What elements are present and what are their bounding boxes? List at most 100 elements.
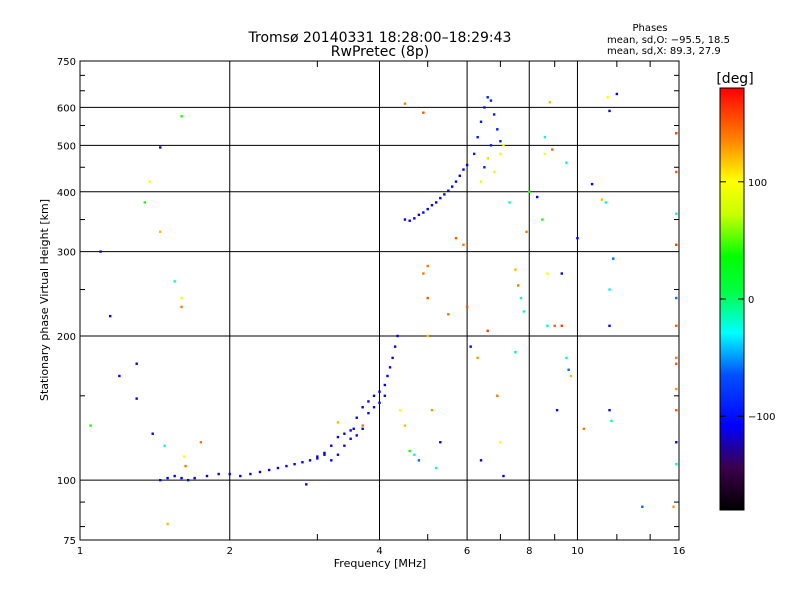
stats-header: Phases <box>632 23 667 34</box>
scatter-point <box>476 356 479 360</box>
y-tick-label: 200 <box>57 332 76 343</box>
scatter-point <box>543 152 547 156</box>
y-tick-label: 750 <box>57 57 76 68</box>
trace-point <box>330 444 333 447</box>
scatter-point <box>465 305 469 309</box>
trace-point <box>249 472 252 476</box>
scatter-point <box>434 466 438 470</box>
x-tick-label: 4 <box>376 546 382 557</box>
trace-point <box>426 207 429 211</box>
trace-point <box>173 474 176 478</box>
scatter-point <box>408 449 411 453</box>
trace-point <box>422 211 425 214</box>
scatter-point <box>516 284 520 287</box>
trace-point <box>205 474 209 478</box>
scatter-point <box>173 280 176 283</box>
trace-point <box>293 462 296 466</box>
scatter-point <box>462 243 465 246</box>
trace-point <box>276 466 280 470</box>
scatter-point <box>514 268 517 271</box>
scatter-point <box>555 408 559 412</box>
scatter-point <box>135 362 138 365</box>
trace-point <box>336 435 340 439</box>
scatter-point <box>118 374 121 378</box>
scatter-point <box>608 109 611 113</box>
colorbar-ticks: 100 0 −100 <box>720 178 775 423</box>
trace-point <box>396 334 399 338</box>
trace-point <box>301 461 304 464</box>
trace-point <box>378 390 381 393</box>
trace-point <box>483 106 486 109</box>
scatter-point <box>496 394 499 398</box>
scatter-point <box>610 419 613 423</box>
scatter-point <box>426 334 429 338</box>
x-tick-label: 1 <box>77 546 83 557</box>
echo-points <box>89 92 678 526</box>
trace-point <box>372 406 376 409</box>
scatter-point <box>600 198 604 201</box>
scatter-point <box>159 230 162 233</box>
scatter-point <box>675 356 678 360</box>
scatter-point <box>180 296 183 300</box>
trace-point <box>193 476 196 480</box>
trace-point <box>316 455 319 458</box>
trace-point <box>378 401 381 405</box>
scatter-point <box>305 483 308 486</box>
scatter-point <box>519 296 523 300</box>
trace-point <box>486 157 489 160</box>
y-tick-label: 500 <box>57 141 76 152</box>
trace-point <box>454 180 458 183</box>
trace-point <box>447 189 450 192</box>
trace-point <box>228 472 231 476</box>
scatter-point <box>525 230 528 233</box>
scatter-point <box>604 201 607 204</box>
scatter-point <box>486 329 489 333</box>
trace-point <box>367 400 370 403</box>
scatter-point <box>536 195 539 199</box>
scatter-point <box>403 424 407 427</box>
trace-point <box>285 464 288 468</box>
scatter-point <box>675 212 678 215</box>
scatter-point <box>576 236 579 240</box>
trace-point <box>483 166 486 169</box>
scatter-point <box>608 288 611 291</box>
trace-point <box>239 474 242 478</box>
scatter-point <box>135 397 138 400</box>
y-axis-label: Stationary phase Virtual Height [km] <box>38 199 51 401</box>
scatter-point <box>560 324 563 328</box>
trace-point <box>465 163 469 167</box>
scatter-point <box>163 444 166 447</box>
trace-point <box>343 444 346 447</box>
scatter-point <box>590 182 594 186</box>
scatter-point <box>108 314 112 318</box>
scatter-point <box>514 350 517 354</box>
trace-point <box>502 144 505 147</box>
y-tick-label: 600 <box>57 103 76 114</box>
trace-point <box>267 468 271 472</box>
trace-point <box>499 140 502 143</box>
scatter-point <box>641 505 644 508</box>
scatter-point <box>361 424 364 427</box>
trace-point <box>352 427 355 431</box>
colorbar-label: [deg] <box>716 71 753 87</box>
scatter-point <box>675 408 678 412</box>
scatter-point <box>541 218 544 221</box>
trace-point <box>450 185 454 188</box>
trace-point <box>499 152 502 156</box>
trace-point <box>492 113 496 116</box>
trace-point <box>479 180 483 183</box>
trace-point <box>391 356 394 360</box>
scatter-point <box>675 132 678 135</box>
scatter-point <box>422 272 425 275</box>
scatter-point <box>336 421 340 424</box>
scatter-point <box>180 115 183 118</box>
scatter-point <box>413 453 416 456</box>
scatter-point <box>612 257 615 260</box>
trace-point <box>361 427 364 431</box>
scatter-point <box>582 427 586 431</box>
trace-point <box>323 451 326 455</box>
x-axis-label: Frequency [MHz] <box>334 557 426 570</box>
scatter-point <box>608 324 611 328</box>
trace-point <box>330 459 333 462</box>
